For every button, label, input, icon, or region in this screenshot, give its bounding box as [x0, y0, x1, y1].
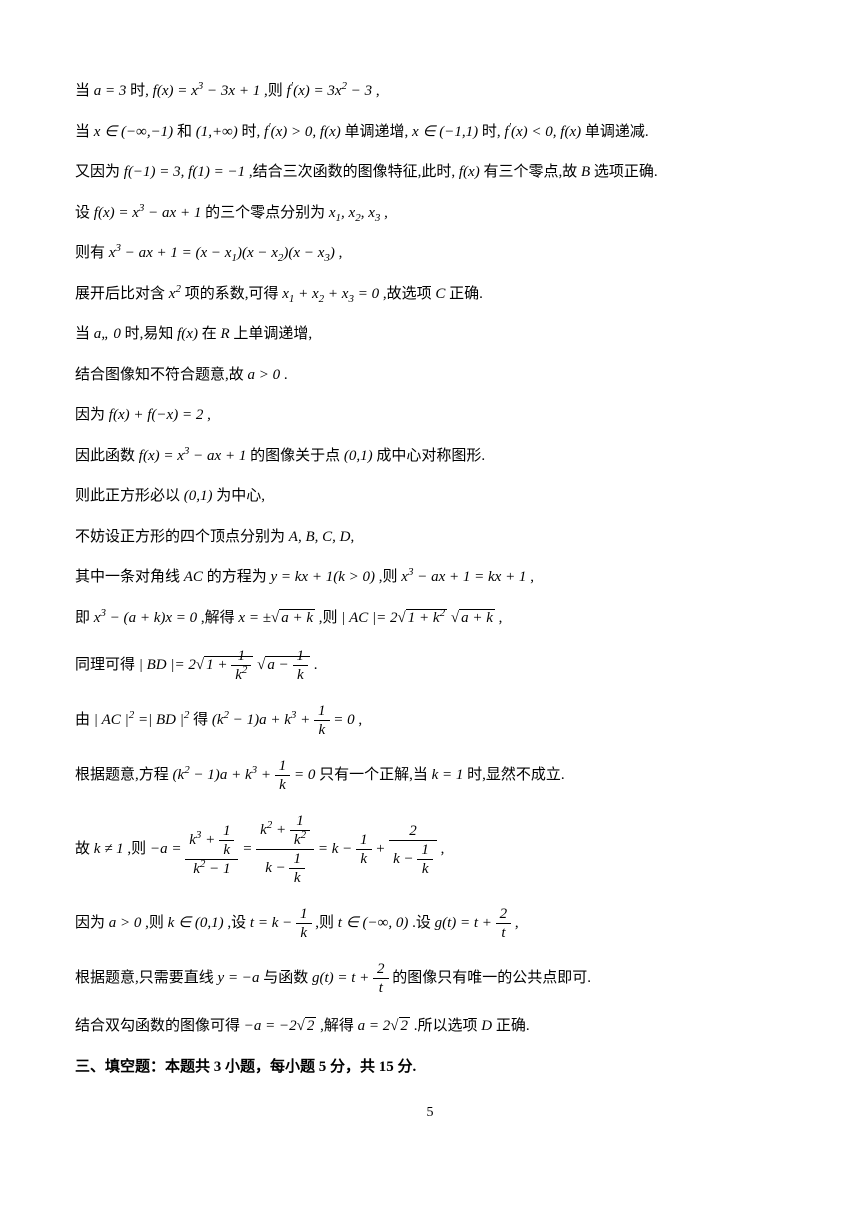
- line-6: 展开后比对含 x2 项的系数,可得 x1 + x2 + x3 = 0 ,故选项 …: [75, 283, 785, 306]
- line-7: 当 a„ 0 时,易知 f(x) 在 R 上单调递增,: [75, 323, 785, 346]
- line-14: 即 x3 − (a + k)x = 0 ,解得 x = ±a + k ,则 | …: [75, 607, 785, 630]
- line-5: 则有 x3 − ax + 1 = (x − x1)(x − x2)(x − x3…: [75, 242, 785, 265]
- line-13: 其中一条对角线 AC 的方程为 y = kx + 1(k > 0) ,则 x3 …: [75, 566, 785, 589]
- line-2: 当 x ∈ (−∞,−1) 和 (1,+∞) 时, f′(x) > 0, f(x…: [75, 121, 785, 144]
- line-21: 结合双勾函数的图像可得 −a = −22 ,解得 a = 22 .所以选项 D …: [75, 1015, 785, 1038]
- page-number: 5: [75, 1102, 785, 1123]
- line-4: 设 f(x) = x3 − ax + 1 的三个零点分别为 x1, x2, x3…: [75, 202, 785, 225]
- line-12: 不妨设正方形的四个顶点分别为 A, B, C, D,: [75, 526, 785, 549]
- line-3: 又因为 f(−1) = 3, f(1) = −1 ,结合三次函数的图像特征,此时…: [75, 161, 785, 184]
- line-8: 结合图像知不符合题意,故 a > 0 .: [75, 364, 785, 387]
- line-20: 根据题意,只需要直线 y = −a 与函数 g(t) = t + 2t 的图像只…: [75, 960, 785, 997]
- line-16: 由 | AC |2 =| BD |2 得 (k2 − 1)a + k3 + 1k…: [75, 702, 785, 739]
- line-17: 根据题意,方程 (k2 − 1)a + k3 + 1k = 0 只有一个正解,当…: [75, 757, 785, 794]
- line-11: 则此正方形必以 (0,1) 为中心,: [75, 485, 785, 508]
- line-18: 故 k ≠ 1 ,则 −a = k3 + 1kk2 − 1 = k2 + 1k2…: [75, 812, 785, 887]
- line-1: 当 a = 3 时, f(x) = x3 − 3x + 1 ,则 f′(x) =…: [75, 80, 785, 103]
- line-19: 因为 a > 0 ,则 k ∈ (0,1) ,设 t = k − 1k ,则 t…: [75, 905, 785, 942]
- line-9: 因为 f(x) + f(−x) = 2 ,: [75, 404, 785, 427]
- section-title: 三、填空题：本题共 3 小题，每小题 5 分，共 15 分.: [75, 1056, 785, 1079]
- line-10: 因此函数 f(x) = x3 − ax + 1 的图像关于点 (0,1) 成中心…: [75, 445, 785, 468]
- line-15: 同理可得 | BD |= 21 + 1k2 a − 1k .: [75, 647, 785, 684]
